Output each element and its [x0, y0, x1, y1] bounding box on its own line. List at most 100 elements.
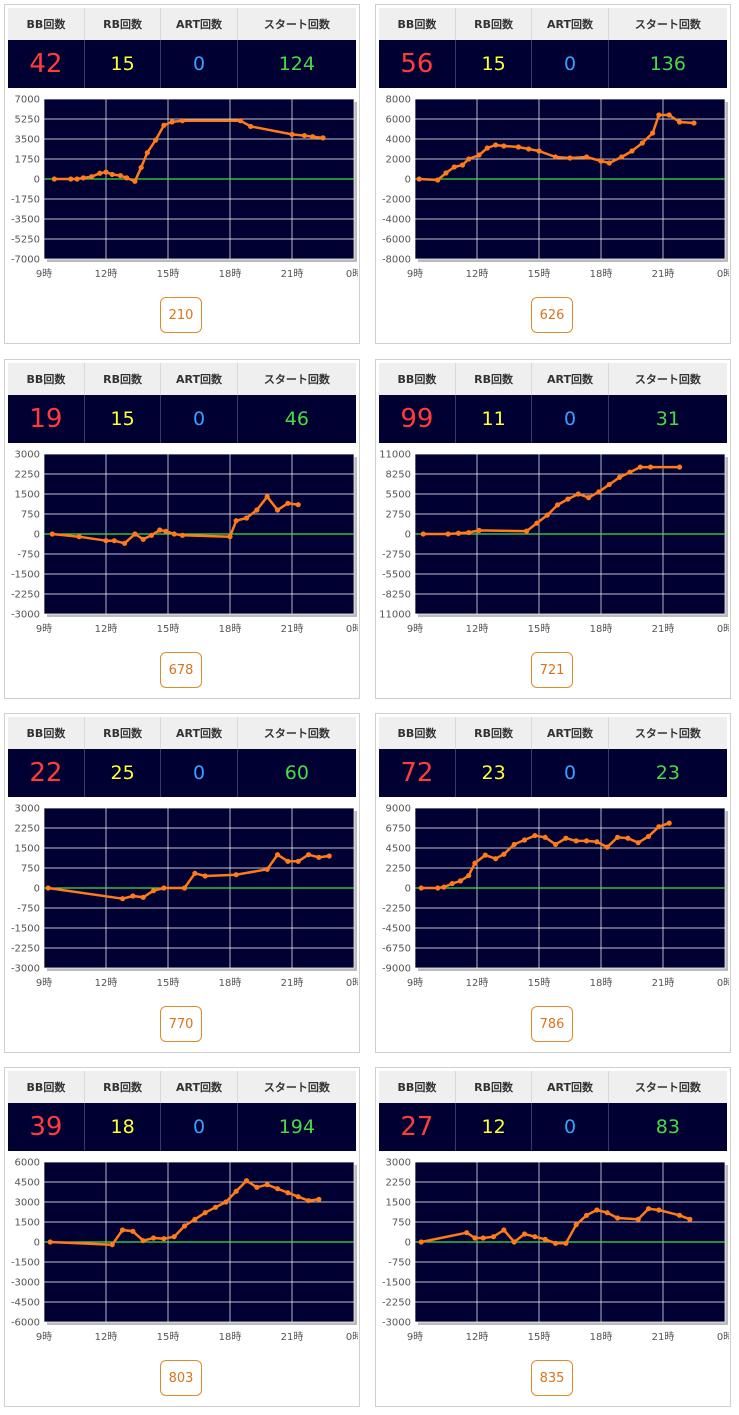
data-point [202, 873, 208, 879]
data-point [501, 851, 507, 857]
stats-table: BB回数 RB回数 ART回数 スタート回数 99 11 0 31 [379, 363, 727, 443]
machine-number-button[interactable]: 803 [160, 1360, 202, 1396]
y-tick-label: -5250 [11, 235, 40, 246]
machine-number-button[interactable]: 210 [160, 297, 202, 333]
data-point [47, 1239, 53, 1245]
art-count: 0 [531, 749, 609, 797]
data-point [111, 538, 117, 544]
data-point [466, 529, 472, 536]
start-count: 194 [236, 1103, 356, 1151]
data-point [666, 820, 672, 826]
art-header: ART回数 [531, 717, 609, 749]
art-header: ART回数 [160, 1071, 238, 1103]
y-tick-label: -4000 [382, 215, 411, 226]
slump-chart: 8000 6000 4000 2000 0 -2000 -4000 -6000 -8000 9時 1… [382, 95, 729, 281]
y-tick-label: 2250 [15, 470, 40, 481]
y-tick-label: -1500 [382, 1278, 411, 1289]
y-tick-label: -2250 [382, 904, 411, 915]
data-point [285, 1190, 291, 1196]
y-tick-label: 1750 [15, 155, 40, 166]
y-tick-label: 9000 [386, 804, 411, 815]
machine-number-button[interactable]: 721 [531, 652, 573, 688]
data-point [472, 860, 478, 866]
machine-number-button[interactable]: 835 [531, 1360, 573, 1396]
data-point [635, 840, 641, 846]
data-point [476, 527, 482, 533]
x-tick-label: 0時 [346, 1331, 358, 1343]
data-point [635, 1216, 641, 1222]
y-tick-label: -3000 [382, 1318, 411, 1329]
machine-number-button[interactable]: 626 [531, 297, 573, 333]
x-tick-label: 12時 [95, 268, 118, 280]
data-point [109, 171, 115, 178]
machine-number-button[interactable]: 786 [531, 1006, 573, 1042]
stats-table: BB回数 RB回数 ART回数 スタート回数 72 23 0 23 [379, 717, 727, 797]
data-point [627, 469, 633, 475]
bb-count: 56 [379, 40, 456, 88]
data-point [122, 540, 128, 546]
data-point [305, 852, 312, 858]
data-point [45, 885, 51, 891]
x-tick-label: 9時 [36, 623, 52, 635]
stats-table: BB回数 RB回数 ART回数 スタート回数 19 15 0 46 [8, 363, 356, 443]
y-tick-label: -9000 [382, 964, 411, 975]
data-point [511, 841, 517, 848]
bb-count: 22 [8, 749, 85, 797]
machine-number-button[interactable]: 770 [160, 1006, 202, 1042]
slump-chart: 6000 4500 3000 1500 0 -1500 -3000 -4500 -6000 9時 1… [11, 1158, 358, 1344]
y-tick-label: 750 [21, 864, 40, 875]
data-point [233, 1188, 239, 1194]
data-point [596, 489, 602, 495]
data-point [148, 532, 155, 538]
data-point [583, 1212, 590, 1218]
art-count: 0 [531, 1103, 609, 1151]
data-point [254, 507, 260, 513]
rb-header: RB回数 [454, 1071, 532, 1103]
bb-count: 19 [8, 395, 85, 443]
x-tick-label: 21時 [652, 1331, 675, 1343]
data-point [575, 491, 581, 497]
x-tick-label: 15時 [157, 977, 180, 989]
y-tick-label: -6000 [11, 1318, 40, 1329]
y-tick-label: -8000 [382, 255, 411, 266]
data-point [202, 1210, 208, 1216]
data-point [227, 534, 233, 540]
bb-count: 72 [379, 749, 456, 797]
y-tick-label: 4000 [386, 135, 411, 146]
y-tick-label: 3000 [15, 450, 40, 461]
machine-card: BB回数 RB回数 ART回数 スタート回数 19 15 0 46 3000 2250 1500 75… [4, 359, 360, 699]
data-point [544, 512, 550, 518]
stats-table: BB回数 RB回数 ART回数 スタート回数 56 15 0 136 [379, 8, 727, 88]
x-tick-label: 21時 [281, 977, 304, 989]
data-point [515, 144, 521, 150]
data-point [656, 824, 662, 830]
y-tick-label: 0 [405, 1238, 411, 1249]
machine-number-button[interactable]: 678 [160, 652, 202, 688]
start-header: スタート回数 [607, 8, 727, 40]
x-tick-label: 9時 [36, 1331, 52, 1343]
bb-header: BB回数 [8, 363, 85, 395]
x-tick-label: 15時 [157, 268, 180, 280]
y-tick-label: 2750 [386, 510, 411, 521]
y-tick-label: 2000 [386, 155, 411, 166]
data-point [117, 172, 124, 179]
data-point [645, 1206, 652, 1212]
data-point [192, 1216, 198, 1222]
data-point [511, 1239, 517, 1245]
y-tick-label: 5500 [386, 490, 411, 501]
data-point [573, 1222, 579, 1228]
data-point [171, 1234, 177, 1240]
data-point [305, 1198, 312, 1204]
data-point [501, 1227, 507, 1233]
data-point [565, 496, 571, 502]
data-point [476, 152, 482, 158]
start-count: 23 [607, 749, 727, 797]
y-tick-label: -1500 [11, 1258, 40, 1269]
data-point [687, 1216, 693, 1222]
y-tick-label: 750 [392, 1218, 411, 1229]
y-tick-label: 6750 [386, 824, 411, 835]
x-tick-label: 0時 [717, 1331, 729, 1343]
data-point [130, 893, 136, 899]
bb-header: BB回数 [379, 8, 456, 40]
data-point [656, 112, 662, 118]
